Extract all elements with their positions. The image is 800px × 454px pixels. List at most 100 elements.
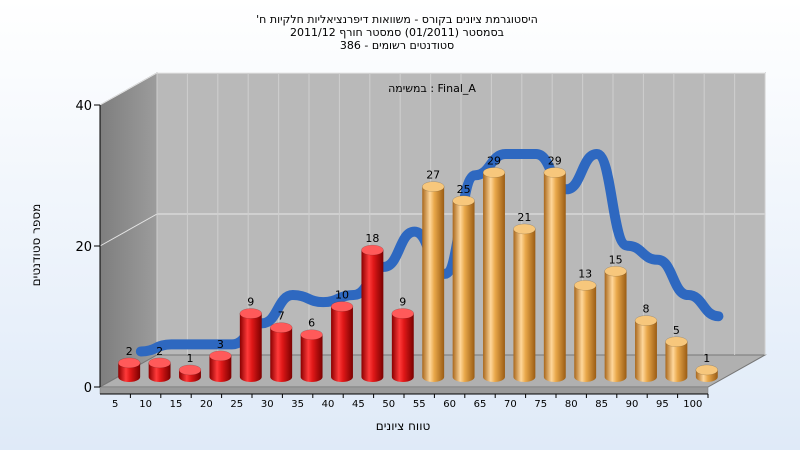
x-tick-label: 55 [413, 399, 426, 410]
bar-cap [513, 223, 536, 235]
bar-value-label: 3 [217, 338, 224, 351]
bar [452, 195, 475, 382]
bar-body [574, 285, 597, 382]
bar-cap [543, 167, 566, 178]
bar-cap [604, 266, 627, 277]
bars-layer [118, 167, 718, 382]
x-tick-label: 10 [139, 399, 152, 410]
bar-value-label: 6 [308, 317, 315, 330]
x-tick-label: 85 [595, 399, 608, 410]
bar-cap [452, 195, 475, 206]
bar-value-label: 25 [457, 183, 471, 196]
bar-value-label: 9 [247, 296, 254, 309]
bar-cap [330, 301, 354, 312]
bar [604, 266, 627, 382]
x-ticks: 5 10 15 20 25 30 35 40 45 50 55 60 65 70 75 80 85 90 95 100 [112, 394, 709, 410]
bar [391, 308, 414, 382]
y-tick-label: 40 [75, 99, 92, 114]
x-tick-label: 5 [112, 399, 118, 410]
floor-front-edge [99, 386, 709, 395]
bar-value-label: 29 [487, 155, 501, 168]
bar-body [452, 200, 475, 382]
x-tick-label: 95 [656, 399, 669, 410]
chart-title-line-1: היסטוגרמת ציונים בקורס - משוואות דיפרנצי… [256, 13, 538, 26]
bar-cap [482, 167, 506, 178]
bar-value-label: 2 [126, 345, 133, 358]
bar-cap [665, 336, 688, 347]
bar [422, 181, 445, 382]
chart-title-line-2: בסמסטר (01/2011) סמסטר חורף 2011/12 [290, 26, 504, 39]
bar [482, 167, 506, 382]
x-tick-label: 50 [382, 399, 395, 410]
bar [239, 308, 262, 382]
bar [513, 223, 536, 382]
bar [300, 329, 323, 382]
chart-subtitle: במשימה : Final_A [388, 82, 476, 95]
x-tick-label: 65 [474, 399, 487, 410]
bar-value-label: 2 [156, 345, 163, 358]
x-tick-label: 60 [443, 399, 456, 410]
bar-cap [574, 280, 597, 291]
bar-body [118, 362, 141, 382]
bar-cap [270, 322, 293, 333]
x-axis-label: טווח ציונים [376, 419, 431, 433]
bar-value-label: 21 [517, 211, 531, 224]
bar-value-label: 15 [609, 253, 623, 266]
x-tick-label: 90 [626, 399, 639, 410]
bar-cap [300, 329, 323, 340]
bar-body [422, 186, 445, 382]
bar [178, 364, 202, 382]
grid-line [99, 72, 158, 106]
bar-cap [209, 350, 232, 362]
bar-body [361, 250, 384, 382]
bar-value-label: 27 [426, 169, 440, 182]
grid-line [99, 213, 158, 247]
x-tick-label: 35 [291, 399, 304, 410]
bar-body [209, 355, 232, 382]
bar-cap [361, 244, 384, 256]
bar-body [270, 327, 293, 382]
bar-cap [391, 308, 414, 319]
x-tick-label: 70 [504, 399, 517, 410]
y-axis-label: מספר סטודנטים [29, 204, 43, 287]
bar-body [148, 362, 171, 382]
bar-body [665, 341, 688, 382]
bar-cap [118, 357, 141, 369]
bar-value-label: 10 [335, 289, 349, 302]
bar-body [391, 313, 414, 382]
bar [209, 350, 232, 382]
bar-body [483, 172, 505, 382]
x-tick-label: 25 [230, 399, 243, 410]
bar [361, 244, 384, 382]
x-tick-label: 15 [170, 399, 183, 410]
y-tick-label: 0 [84, 381, 92, 396]
bar-value-label: 5 [673, 324, 680, 337]
bar-cap [634, 315, 658, 326]
x-tick-label: 40 [322, 399, 335, 410]
x-tick-label: 80 [565, 399, 578, 410]
bar-body [513, 228, 536, 382]
bar [270, 322, 293, 382]
x-tick-label: 45 [352, 399, 365, 410]
bar-value-label: 1 [187, 352, 194, 365]
bar-cap [148, 357, 171, 369]
bar-value-label: 13 [578, 267, 592, 280]
y-tick-label: 20 [75, 240, 92, 255]
bar [543, 167, 566, 382]
bar-body [300, 334, 323, 382]
bar-value-label: 7 [278, 310, 285, 323]
bar [574, 280, 597, 382]
bar-cap [178, 364, 202, 376]
bar [665, 336, 688, 382]
bar [634, 315, 658, 382]
bar [148, 357, 171, 382]
x-tick-label: 75 [534, 399, 547, 410]
bar-value-label: 8 [643, 303, 650, 316]
bar-cap [695, 364, 718, 376]
x-tick-label: 100 [683, 399, 702, 410]
bar-cap [422, 181, 445, 192]
bar-value-label: 1 [703, 352, 710, 365]
